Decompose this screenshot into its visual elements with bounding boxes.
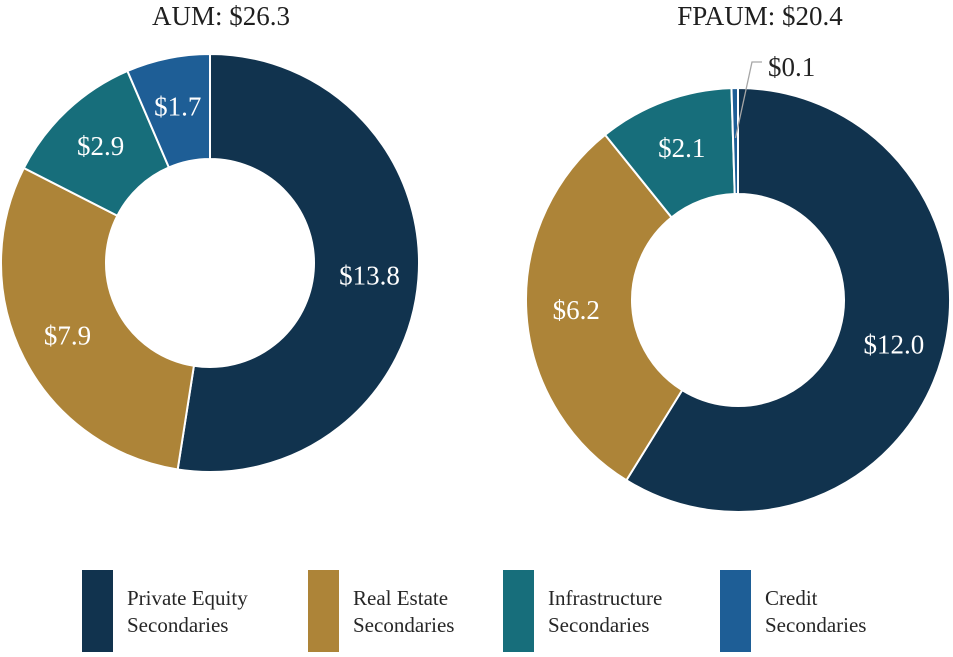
data-label-real-estate-secondaries: $7.9 (44, 321, 91, 351)
aum-donut: $13.8 $7.9 $2.9 $1.7 (0, 52, 420, 473)
data-label-credit-secondaries: $1.7 (154, 91, 201, 121)
data-label-private-equity-secondaries: $12.0 (863, 329, 924, 359)
data-label-real-estate-secondaries: $6.2 (553, 295, 600, 325)
leader-line-credit-secondaries (734, 61, 762, 139)
segment-credit-secondaries (126, 52, 211, 169)
segment-real-estate-secondaries (0, 166, 196, 471)
aum-chart-title: AUM: $26.3 (151, 1, 291, 31)
data-label-outside-credit-secondaries: $0.1 (768, 52, 815, 82)
fpaum-donut: $12.0 $6.2 $2.1 $0.1 (525, 52, 951, 513)
segment-private-equity-secondaries (625, 86, 951, 513)
segment-credit-secondaries (730, 86, 739, 196)
data-label-infrastructure-secondaries: $2.1 (658, 133, 705, 163)
data-label-infrastructure-secondaries: $2.9 (77, 131, 124, 161)
data-label-private-equity-secondaries: $13.8 (339, 260, 400, 290)
segment-real-estate-secondaries (525, 133, 684, 482)
fpaum-chart-title: FPAUM: $20.4 (677, 1, 843, 31)
segment-private-equity-secondaries (176, 52, 420, 473)
